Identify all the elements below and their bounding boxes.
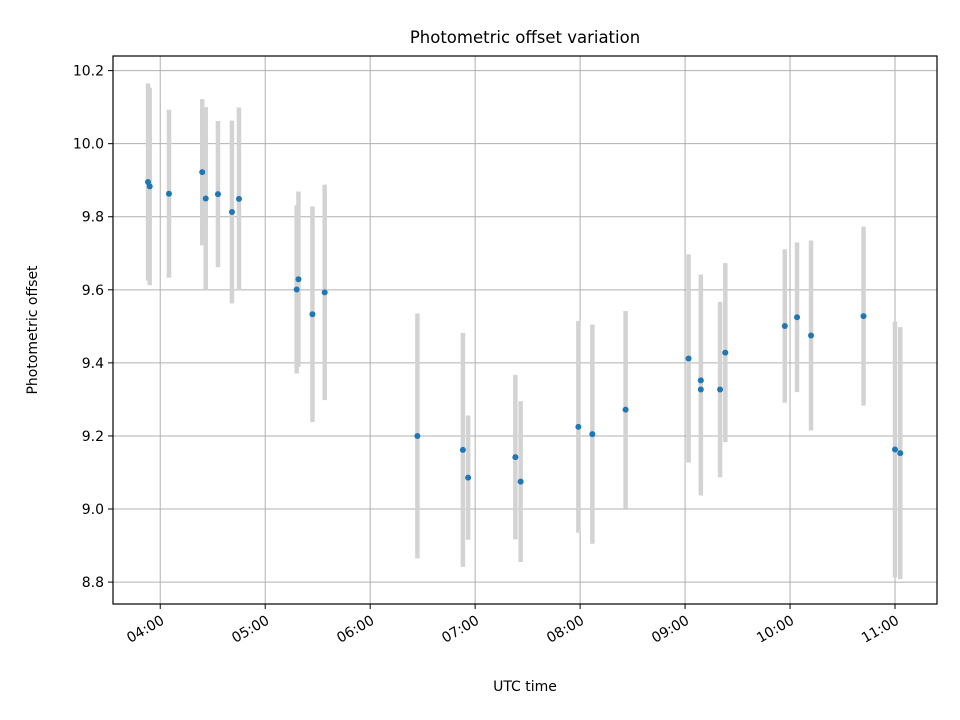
data-point: [697, 377, 704, 384]
y-tick-label: 9.6: [82, 283, 104, 299]
chart-title: Photometric offset variation: [410, 28, 640, 47]
y-tick-label: 8.8: [82, 575, 104, 591]
y-tick-label: 10.0: [73, 137, 104, 153]
data-point: [517, 478, 524, 485]
data-point: [860, 313, 867, 320]
data-point: [214, 191, 221, 198]
data-point: [295, 276, 302, 283]
y-tick-label: 9.2: [82, 429, 104, 445]
data-point: [717, 386, 724, 393]
y-axis-ticks: 8.8 9.0 9.2 9.4 9.6 9.8 10.0 10.2: [73, 64, 113, 591]
data-point: [575, 423, 582, 430]
data-point: [892, 446, 899, 453]
data-point: [465, 474, 472, 481]
data-point: [512, 454, 519, 461]
data-point: [228, 208, 235, 215]
data-point: [202, 195, 209, 202]
y-tick-label: 9.8: [82, 210, 104, 226]
data-point: [414, 432, 421, 439]
y-tick-label: 9.4: [82, 356, 104, 372]
x-axis-label: UTC time: [493, 679, 557, 695]
data-point: [235, 195, 242, 202]
data-point: [808, 332, 815, 339]
data-point: [722, 349, 729, 356]
data-point: [293, 286, 300, 293]
data-point: [622, 406, 629, 413]
data-point: [321, 289, 328, 296]
data-point: [165, 190, 172, 197]
data-point: [685, 355, 692, 362]
y-tick-label: 9.0: [82, 502, 104, 518]
data-point: [589, 431, 596, 438]
data-point: [781, 322, 788, 329]
y-axis-label: Photometric offset: [25, 265, 41, 395]
plot-frame: [112, 55, 938, 605]
data-point: [897, 450, 904, 457]
data-point: [459, 446, 466, 453]
data-point: [146, 183, 153, 190]
data-points: [144, 169, 904, 485]
data-point: [794, 314, 801, 321]
data-point: [697, 386, 704, 393]
data-point: [199, 169, 206, 176]
y-tick-label: 10.2: [73, 64, 104, 80]
data-point: [309, 311, 316, 318]
